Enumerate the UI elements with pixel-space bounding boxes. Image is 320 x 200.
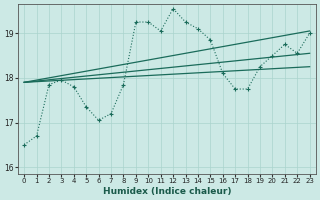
X-axis label: Humidex (Indice chaleur): Humidex (Indice chaleur) — [103, 187, 231, 196]
